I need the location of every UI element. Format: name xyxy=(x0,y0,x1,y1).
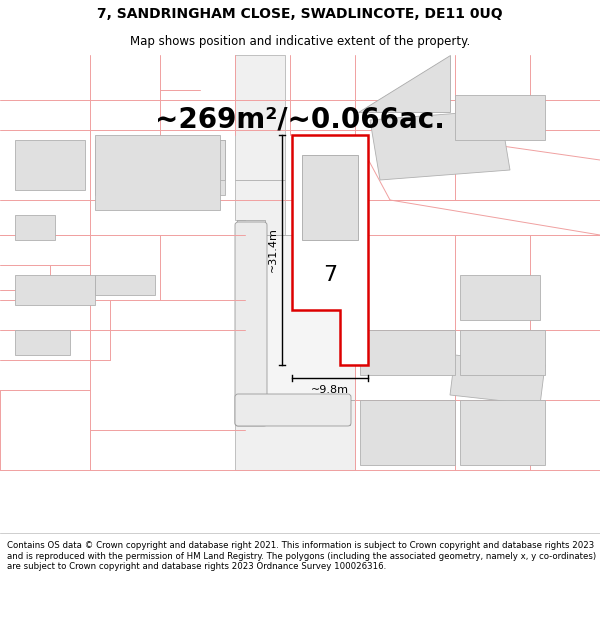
Polygon shape xyxy=(237,220,265,395)
Polygon shape xyxy=(370,110,510,180)
Polygon shape xyxy=(15,275,95,305)
Polygon shape xyxy=(460,330,545,375)
Polygon shape xyxy=(165,140,225,180)
Polygon shape xyxy=(460,400,545,465)
Polygon shape xyxy=(95,135,220,210)
FancyBboxPatch shape xyxy=(235,394,351,426)
FancyBboxPatch shape xyxy=(235,222,267,426)
Polygon shape xyxy=(235,230,355,400)
Polygon shape xyxy=(235,180,285,235)
Text: Map shows position and indicative extent of the property.: Map shows position and indicative extent… xyxy=(130,35,470,48)
Polygon shape xyxy=(235,400,355,470)
Text: Contains OS data © Crown copyright and database right 2021. This information is : Contains OS data © Crown copyright and d… xyxy=(7,541,596,571)
Polygon shape xyxy=(95,140,225,195)
Polygon shape xyxy=(95,275,155,295)
Polygon shape xyxy=(292,135,368,365)
Polygon shape xyxy=(235,55,285,180)
Polygon shape xyxy=(302,155,358,240)
Polygon shape xyxy=(455,95,545,140)
Text: 7: 7 xyxy=(323,265,337,285)
Polygon shape xyxy=(15,330,70,355)
Polygon shape xyxy=(237,395,350,425)
Polygon shape xyxy=(360,400,455,465)
Text: ~269m²/~0.066ac.: ~269m²/~0.066ac. xyxy=(155,106,445,134)
Polygon shape xyxy=(460,275,540,320)
Polygon shape xyxy=(358,55,450,112)
Text: ~9.8m: ~9.8m xyxy=(311,385,349,395)
Text: ~31.4m: ~31.4m xyxy=(268,228,278,272)
Polygon shape xyxy=(450,355,545,405)
Text: 7, SANDRINGHAM CLOSE, SWADLINCOTE, DE11 0UQ: 7, SANDRINGHAM CLOSE, SWADLINCOTE, DE11 … xyxy=(97,7,503,21)
Polygon shape xyxy=(15,140,85,190)
Polygon shape xyxy=(360,330,455,375)
Polygon shape xyxy=(15,215,55,240)
